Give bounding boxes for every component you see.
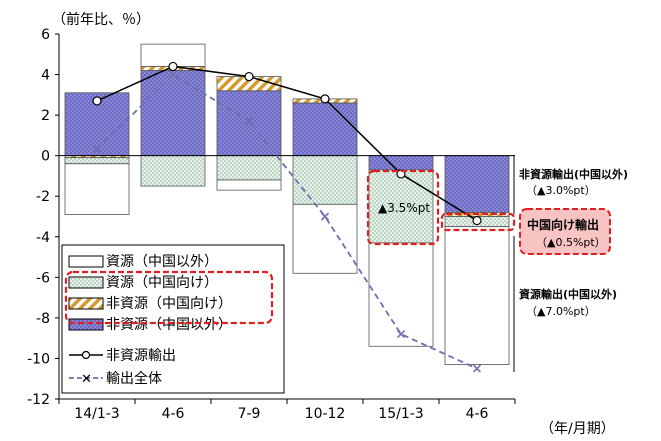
legend-item-5: ✕ 輸出全体 bbox=[69, 370, 162, 387]
y-tick-label-6: -6 bbox=[36, 270, 50, 286]
y-tick-label-0: 6 bbox=[41, 27, 50, 43]
y-tick-label-2: 2 bbox=[41, 108, 50, 124]
bar-nonres-other-4 bbox=[368, 155, 434, 171]
callout-3-line1: 資源輸出(中国以外) bbox=[519, 287, 617, 301]
x-tick-label-2: 7-9 bbox=[238, 406, 261, 422]
legend-label-5: 輸出全体 bbox=[106, 370, 162, 387]
bar-nonres-other-1 bbox=[140, 70, 206, 157]
x-tick-label-1: 4-6 bbox=[162, 406, 185, 422]
line-total-exports bbox=[96, 73, 478, 370]
annotation-box-46-china bbox=[440, 212, 516, 232]
callout-1-line2: （▲3.0%pt） bbox=[526, 184, 596, 197]
axes: 6 4 2 0 -2 -4 -6 -8 -10 -12 14/1-3 4-6 7-9 10-12 15/1-… bbox=[27, 27, 516, 422]
x-tick-label-5: 4-6 bbox=[466, 406, 489, 422]
y-tick-label-5: -4 bbox=[36, 230, 50, 246]
x-tick-label-3: 10-12 bbox=[305, 406, 346, 422]
legend-label-1: 資源（中国向け） bbox=[106, 275, 218, 291]
legend-item-1: 資源（中国向け） bbox=[68, 275, 218, 291]
y-tick-label-4: -2 bbox=[36, 189, 50, 205]
legend: 資源（中国以外） 資源（中国向け） 非資源（中国向け） 非資源（中国以外） 非資… bbox=[61, 244, 285, 394]
point-nonres-exports-5 bbox=[472, 215, 482, 226]
point-nonres-exports-1 bbox=[168, 61, 178, 72]
bar-res-china-3 bbox=[292, 155, 358, 205]
line-nonres-exports bbox=[96, 65, 478, 222]
point-total-exports-1 bbox=[168, 70, 178, 79]
bar-res-china-0 bbox=[64, 157, 130, 165]
x-tick-label-0: 14/1-3 bbox=[74, 406, 119, 422]
point-nonres-exports-2 bbox=[244, 71, 254, 82]
callout-1-line1: 非資源輸出(中国以外) bbox=[519, 167, 628, 181]
annotation-box-15q1 bbox=[366, 169, 440, 246]
legend-item-0: 資源（中国以外） bbox=[68, 254, 218, 270]
point-total-exports-4 bbox=[396, 330, 406, 339]
y-tick-label-3: 0 bbox=[41, 149, 50, 165]
point-total-exports-5 bbox=[472, 364, 482, 373]
legend-item-3: 非資源（中国以外） bbox=[68, 317, 232, 333]
bars bbox=[64, 43, 510, 365]
y-tick-label-7: -8 bbox=[36, 311, 50, 327]
legend-label-3: 非資源（中国以外） bbox=[106, 317, 232, 333]
point-total-exports-3 bbox=[320, 212, 330, 221]
y-unit-label: （前年比、％） bbox=[52, 11, 150, 28]
callout-2-line2: （▲0.5%pt） bbox=[536, 236, 606, 249]
annotation-15q1-text: ▲3.5%pt bbox=[378, 201, 430, 215]
legend-label-4: 非資源輸出 bbox=[106, 348, 176, 364]
point-nonres-exports-3 bbox=[320, 94, 330, 104]
point-total-exports-2 bbox=[244, 117, 254, 126]
legend-highlight bbox=[64, 270, 274, 325]
bar-res-other-3 bbox=[292, 203, 358, 274]
lines bbox=[92, 61, 482, 373]
bar-nonres-other-5 bbox=[444, 155, 510, 213]
point-nonres-exports-0 bbox=[92, 96, 102, 106]
bar-res-china-1 bbox=[140, 155, 206, 187]
bar-nonres-other-2 bbox=[216, 90, 282, 157]
legend-item-2: 非資源（中国向け） bbox=[68, 296, 232, 312]
legend-marker-x: ✕ bbox=[81, 372, 92, 387]
bar-res-other-5 bbox=[444, 226, 510, 365]
y-tick-label-9: -12 bbox=[27, 392, 50, 408]
bar-res-china-2 bbox=[216, 155, 282, 181]
callout-2-box bbox=[519, 208, 611, 255]
bar-res-other-2 bbox=[216, 179, 282, 191]
legend-item-4: 非資源輸出 bbox=[69, 348, 176, 364]
legend-label-2: 非資源（中国向け） bbox=[106, 296, 232, 312]
legend-label-0: 資源（中国以外） bbox=[106, 254, 218, 270]
bar-res-other-4 bbox=[368, 242, 434, 347]
point-total-exports-0 bbox=[92, 145, 102, 154]
x-unit-label: （年/月期） bbox=[540, 421, 615, 437]
x-tick-label-4: 15/1-3 bbox=[378, 406, 423, 422]
bar-nonres-other-3 bbox=[292, 102, 358, 157]
y-tick-label-1: 4 bbox=[41, 68, 50, 84]
callout-2-line1: 中国向け輸出 bbox=[527, 217, 599, 232]
y-tick-label-8: -10 bbox=[27, 351, 50, 367]
bar-res-other-0 bbox=[64, 163, 130, 215]
callout-3-line2: （▲7.0%pt） bbox=[526, 305, 596, 318]
